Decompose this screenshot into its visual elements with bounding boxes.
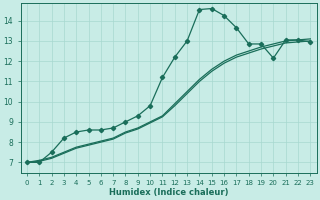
X-axis label: Humidex (Indice chaleur): Humidex (Indice chaleur) [109,188,228,197]
